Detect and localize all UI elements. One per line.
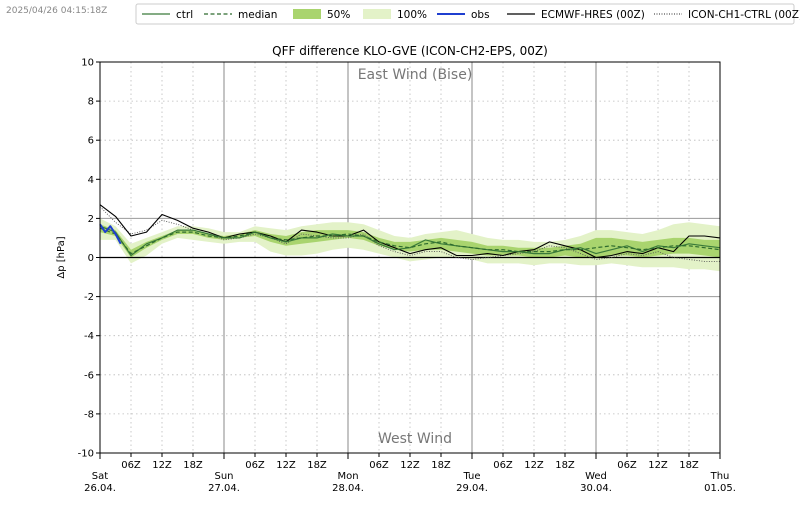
timestamp: 2025/04/26 04:15:18Z	[6, 6, 108, 16]
day-label: Thu	[710, 471, 730, 482]
x-tick-label: 12Z	[648, 460, 668, 471]
x-tick-label: 18Z	[679, 460, 699, 471]
date-label: 01.05.	[704, 483, 736, 494]
y-tick-label: 10	[81, 58, 94, 69]
x-tick-label: 12Z	[524, 460, 544, 471]
annotation-west-wind: West Wind	[378, 431, 452, 447]
x-tick-label: 12Z	[400, 460, 420, 471]
x-tick-label: 06Z	[617, 460, 637, 471]
y-tick-label: 8	[88, 97, 94, 108]
y-tick-label: 6	[88, 136, 94, 147]
x-tick-label: 06Z	[245, 460, 265, 471]
legend-label-ecmwf: ECMWF-HRES (00Z)	[541, 9, 645, 21]
series-ctrl	[99, 225, 721, 257]
legend-swatch-p50	[293, 9, 321, 19]
day-label: Wed	[585, 471, 607, 482]
x-tick-label: 06Z	[369, 460, 389, 471]
date-label: 29.04.	[456, 483, 488, 494]
y-tick-label: -6	[84, 370, 94, 381]
day-label: Sat	[92, 471, 108, 482]
x-tick-label: 18Z	[555, 460, 575, 471]
series-obs	[99, 223, 122, 245]
day-label: Sun	[214, 471, 233, 482]
day-label: Tue	[462, 471, 480, 482]
series-median	[99, 227, 721, 255]
date-label: 27.04.	[208, 483, 240, 494]
date-label: 30.04.	[580, 483, 612, 494]
legend-label-ctrl: ctrl	[176, 9, 193, 21]
x-tick-label: 12Z	[152, 460, 172, 471]
y-tick-label: -10	[78, 449, 94, 460]
date-label: 26.04.	[84, 483, 116, 494]
legend: ctrl median 50% 100% obs ECMWF-HRES (00Z) ICON…	[135, 3, 800, 25]
legend-label-median: median	[238, 9, 277, 21]
x-tick-label: 18Z	[431, 460, 451, 471]
annotation-east-wind: East Wind (Bise)	[358, 67, 473, 83]
y-tick-label: 2	[88, 214, 94, 225]
y-tick-label: -4	[84, 331, 94, 342]
x-tick-label: 06Z	[493, 460, 513, 471]
y-axis-label: Δp [hPa]	[56, 236, 67, 278]
legend-label-ich1: ICON-CH1-CTRL (00Z)	[688, 9, 800, 21]
series-icon-ch1	[99, 206, 720, 262]
date-label: 28.04.	[332, 483, 364, 494]
legend-label-p50: 50%	[327, 9, 350, 21]
legend-swatch-p100	[363, 9, 391, 19]
legend-label-obs: obs	[471, 9, 490, 21]
y-tick-label: 0	[88, 253, 94, 264]
day-label: Mon	[337, 471, 358, 482]
x-tick-label: 18Z	[183, 460, 203, 471]
chart-title: QFF difference KLO-GVE (ICON-CH2-EPS, 00…	[272, 44, 548, 58]
legend-label-p100: 100%	[397, 9, 427, 21]
y-tick-label: 4	[88, 175, 94, 186]
x-tick-label: 06Z	[121, 460, 141, 471]
x-tick-label: 12Z	[276, 460, 296, 471]
y-tick-label: -8	[84, 409, 94, 420]
series-ecmwf	[99, 204, 721, 259]
y-tick-label: -2	[84, 292, 94, 303]
x-tick-label: 18Z	[307, 460, 327, 471]
